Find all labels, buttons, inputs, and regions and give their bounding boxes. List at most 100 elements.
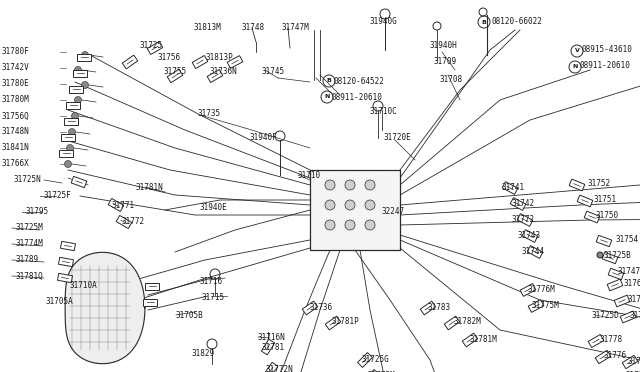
Text: 31743: 31743: [518, 231, 541, 241]
Polygon shape: [622, 355, 638, 369]
Text: 31708: 31708: [440, 76, 463, 84]
Text: 31748: 31748: [242, 23, 265, 32]
Text: 31725F: 31725F: [44, 192, 72, 201]
Text: 31780F: 31780F: [2, 48, 29, 57]
Text: 31776: 31776: [604, 352, 627, 360]
Text: 31760: 31760: [628, 295, 640, 305]
Polygon shape: [522, 230, 538, 243]
Polygon shape: [122, 55, 138, 69]
Circle shape: [365, 200, 375, 210]
Polygon shape: [261, 339, 275, 355]
Text: V: V: [575, 48, 579, 54]
Polygon shape: [264, 362, 278, 372]
Polygon shape: [116, 215, 132, 228]
Polygon shape: [608, 268, 624, 280]
Text: 31766X: 31766X: [2, 160, 29, 169]
Text: 31813M: 31813M: [193, 23, 221, 32]
Text: 31742: 31742: [512, 199, 535, 208]
Polygon shape: [302, 301, 317, 315]
Text: 31750: 31750: [596, 212, 619, 221]
Text: 31751: 31751: [594, 196, 617, 205]
Text: 08120-66022: 08120-66022: [492, 17, 543, 26]
Text: 31772N: 31772N: [266, 366, 294, 372]
Text: 31756Q: 31756Q: [2, 112, 29, 121]
Text: 31720E: 31720E: [384, 134, 412, 142]
Text: 31761: 31761: [630, 311, 640, 321]
Text: 31782M: 31782M: [454, 317, 482, 327]
Polygon shape: [77, 54, 91, 61]
Polygon shape: [502, 182, 518, 195]
Circle shape: [74, 96, 81, 103]
Polygon shape: [588, 334, 604, 347]
Polygon shape: [462, 333, 477, 347]
Text: 31781Q: 31781Q: [16, 272, 44, 280]
Polygon shape: [59, 150, 73, 157]
Polygon shape: [61, 241, 76, 251]
Polygon shape: [147, 41, 163, 55]
Text: 31752: 31752: [588, 180, 611, 189]
Text: 31709: 31709: [434, 58, 457, 67]
Polygon shape: [569, 179, 585, 191]
Polygon shape: [620, 311, 636, 323]
Text: 31725M: 31725M: [16, 224, 44, 232]
Polygon shape: [577, 195, 593, 207]
Text: 31940F: 31940F: [250, 134, 278, 142]
Text: 31780M: 31780M: [2, 96, 29, 105]
Text: 31780E: 31780E: [2, 80, 29, 89]
Text: 31754: 31754: [616, 235, 639, 244]
Circle shape: [325, 220, 335, 230]
Polygon shape: [167, 69, 183, 83]
Circle shape: [65, 160, 72, 167]
Text: 31771: 31771: [112, 201, 135, 209]
Text: 31736N: 31736N: [210, 67, 237, 77]
Text: 31772: 31772: [512, 215, 535, 224]
Polygon shape: [358, 353, 372, 368]
Text: 31756: 31756: [157, 54, 180, 62]
Circle shape: [81, 51, 88, 58]
Circle shape: [345, 220, 355, 230]
Text: 08911-20610: 08911-20610: [332, 93, 383, 102]
Polygon shape: [65, 252, 145, 364]
Text: 31781M: 31781M: [470, 336, 498, 344]
Polygon shape: [520, 283, 536, 296]
Text: 31716: 31716: [199, 278, 222, 286]
Text: 08120-64522: 08120-64522: [334, 77, 385, 86]
Text: 31766: 31766: [627, 357, 640, 366]
Polygon shape: [192, 55, 208, 68]
Circle shape: [68, 128, 76, 135]
Circle shape: [345, 180, 355, 190]
Text: 31748N: 31748N: [2, 128, 29, 137]
Polygon shape: [510, 198, 526, 211]
Circle shape: [67, 144, 74, 151]
Text: 31772: 31772: [122, 218, 145, 227]
Polygon shape: [325, 316, 340, 330]
Polygon shape: [527, 246, 543, 259]
Text: 31783: 31783: [428, 304, 451, 312]
Text: 31778: 31778: [600, 336, 623, 344]
Polygon shape: [596, 235, 612, 247]
Text: 31736: 31736: [309, 304, 332, 312]
Text: B: B: [326, 78, 332, 83]
Text: 31762: 31762: [624, 279, 640, 289]
Polygon shape: [71, 176, 87, 188]
Text: 31841N: 31841N: [2, 144, 29, 153]
Text: N: N: [572, 64, 578, 70]
Text: B: B: [481, 19, 486, 25]
Text: 31781P: 31781P: [332, 317, 360, 327]
Circle shape: [81, 81, 88, 89]
Text: N: N: [324, 94, 330, 99]
Polygon shape: [58, 273, 72, 283]
Text: 31774M: 31774M: [16, 240, 44, 248]
Polygon shape: [145, 282, 159, 289]
Text: 31940E: 31940E: [199, 203, 227, 212]
Polygon shape: [207, 70, 223, 83]
Circle shape: [597, 252, 603, 258]
Text: 31742V: 31742V: [2, 64, 29, 73]
Polygon shape: [61, 134, 75, 141]
Text: 31725: 31725: [140, 41, 163, 49]
Polygon shape: [444, 316, 460, 330]
Polygon shape: [64, 118, 78, 125]
Text: 31813P: 31813P: [205, 54, 233, 62]
Text: 31781: 31781: [262, 343, 285, 352]
Text: 32247: 32247: [382, 208, 405, 217]
